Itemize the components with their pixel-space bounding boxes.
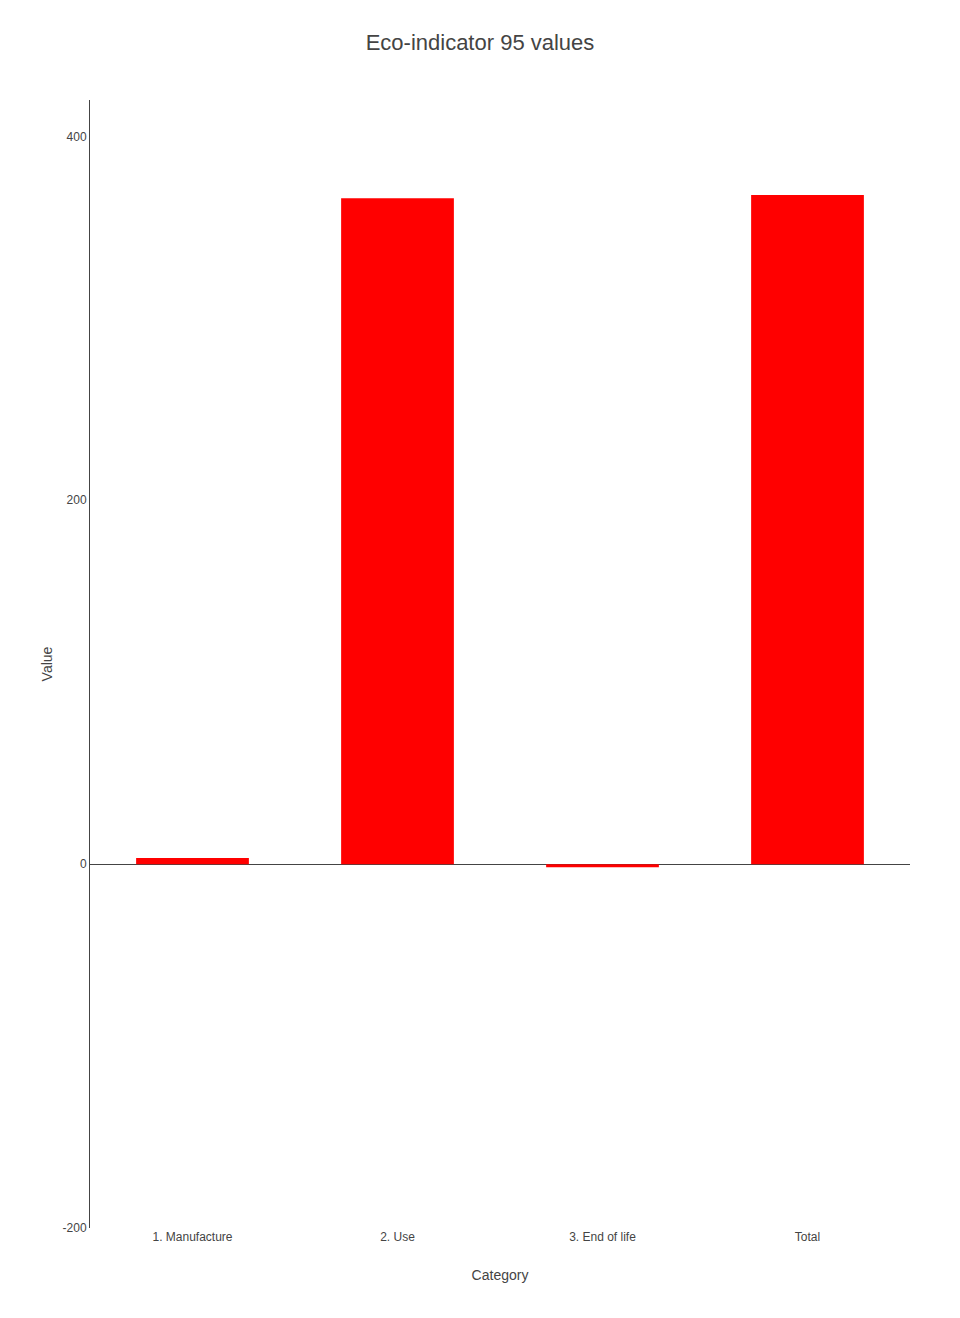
svg-text:Category: Category [472,1267,529,1283]
svg-text:-200: -200 [63,1221,87,1235]
svg-text:Total: Total [795,1230,820,1244]
svg-text:3. End of life: 3. End of life [569,1230,636,1244]
svg-text:200: 200 [67,493,87,507]
svg-text:2. Use: 2. Use [380,1230,415,1244]
svg-text:400: 400 [67,130,87,144]
svg-text:Eco-indicator 95 values: Eco-indicator 95 values [366,30,595,55]
svg-text:1. Manufacture: 1. Manufacture [152,1230,232,1244]
svg-text:0: 0 [80,857,87,871]
svg-text:Value: Value [39,646,55,681]
